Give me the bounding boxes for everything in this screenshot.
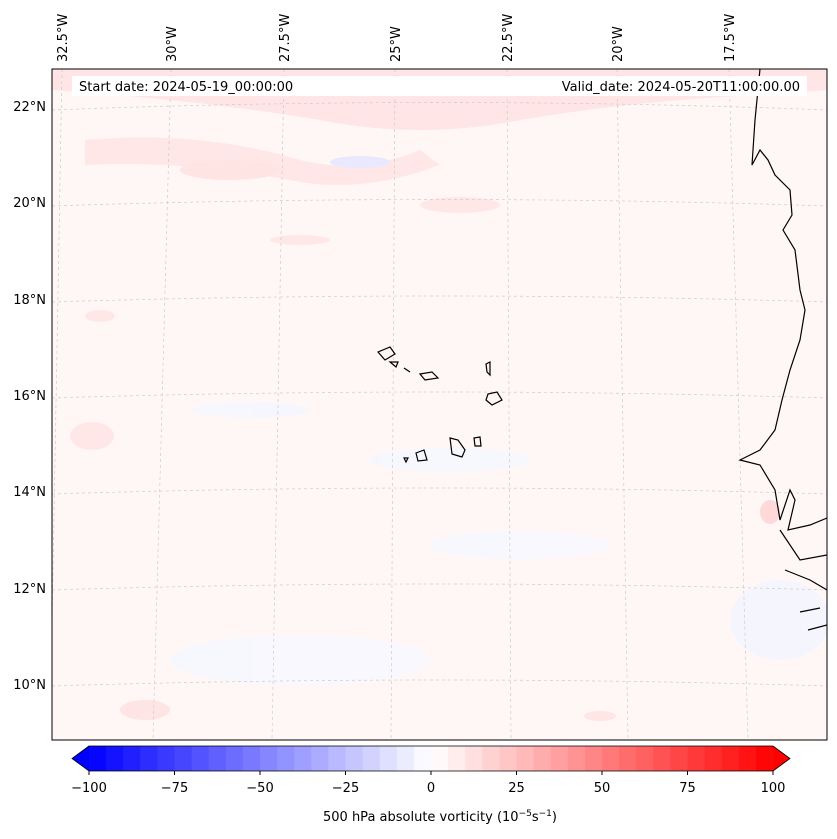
colorbar-bin <box>602 746 620 771</box>
colorbar-bin <box>687 746 706 771</box>
colorbar-bin <box>567 746 586 771</box>
lon-label: 25°W <box>389 26 404 62</box>
vorticity-field <box>52 69 827 740</box>
latitude-labels: 22°N 20°N 18°N 16°N 14°N 12°N 10°N <box>13 100 46 693</box>
lat-label: 12°N <box>13 582 46 597</box>
colorbar-bin <box>755 746 774 771</box>
lat-label: 10°N <box>13 678 46 693</box>
colorbar-bin <box>738 746 757 771</box>
colorbar-bin <box>670 746 688 771</box>
valid-date-label: Valid_date: 2024-05-20T11:00:00.00 <box>562 80 800 95</box>
lon-label: 17.5°W <box>723 14 738 62</box>
colorbar-ticks: −100 −75 −50 −25 0 25 50 75 100 <box>71 771 785 796</box>
colorbar-bin <box>636 746 654 771</box>
colorbar-bin <box>431 746 449 771</box>
colorbar-bin <box>653 746 671 771</box>
colorbar-bin <box>482 746 500 771</box>
lat-label: 16°N <box>13 389 46 404</box>
colorbar-bin <box>89 746 107 771</box>
colorbar-bin <box>311 746 329 771</box>
colorbar-bin <box>157 746 175 771</box>
colorbar-bin <box>499 746 517 771</box>
longitude-labels: 32.5°W 30°W 27.5°W 25°W 22.5°W 20°W 17.5… <box>56 14 738 62</box>
colorbar-bin <box>379 746 398 771</box>
lat-label: 14°N <box>13 485 46 500</box>
colorbar-bin <box>328 746 346 771</box>
colorbar-bin <box>123 746 141 771</box>
colorbar-bin <box>413 746 432 771</box>
colorbar-high-extend <box>773 746 790 771</box>
colorbar-tick-label: −75 <box>161 781 188 796</box>
colorbar-tick-label: −25 <box>332 781 359 796</box>
colorbar-bin <box>584 746 603 771</box>
start-date-label: Start date: 2024-05-19_00:00:00 <box>79 80 293 95</box>
colorbar-bin <box>191 746 210 771</box>
colorbar-bin <box>465 746 483 771</box>
colorbar-bin <box>345 746 364 771</box>
graticule <box>52 69 827 740</box>
lat-label: 20°N <box>13 196 46 211</box>
colorbar-bin <box>396 746 415 771</box>
colorbar-tick-label: −100 <box>71 781 107 796</box>
colorbar-low-extend <box>72 746 89 771</box>
colorbar-bin <box>225 746 244 771</box>
colorbar-bin <box>277 746 295 771</box>
lon-label: 20°W <box>611 26 626 62</box>
colorbar-label: 500 hPa absolute vorticity (10−5s−1) <box>323 809 557 825</box>
map-frame <box>51 68 828 741</box>
colorbar-tick-label: 0 <box>427 781 435 796</box>
colorbar-bin <box>516 746 535 771</box>
colorbar-bin <box>704 746 723 771</box>
colorbar-bin <box>448 746 466 771</box>
lon-label: 30°W <box>165 26 180 62</box>
colorbar-tick-label: 50 <box>594 781 611 796</box>
date-banner <box>72 76 807 96</box>
colorbar <box>72 746 790 771</box>
colorbar-bin <box>140 746 158 771</box>
colorbar-bin <box>619 746 637 771</box>
colorbar-tick-label: 25 <box>508 781 525 796</box>
colorbar-tick-label: 100 <box>761 781 786 796</box>
lat-label: 22°N <box>13 100 46 115</box>
lon-label: 32.5°W <box>56 14 71 62</box>
colorbar-tick-label: −50 <box>246 781 273 796</box>
colorbar-bin <box>260 746 278 771</box>
colorbar-bin <box>242 746 261 771</box>
map-area: Start date: 2024-05-19_00:00:00 Valid_da… <box>52 69 827 740</box>
colorbar-bin <box>550 746 569 771</box>
colorbar-bin <box>362 746 381 771</box>
colorbar-bin <box>721 746 740 771</box>
colorbar-bin <box>208 746 227 771</box>
lon-label: 22.5°W <box>501 14 516 62</box>
colorbar-bin <box>106 746 124 771</box>
colorbar-bin <box>294 746 312 771</box>
colorbar-tick-label: 75 <box>679 781 696 796</box>
lat-label: 18°N <box>13 293 46 308</box>
colorbar-bin <box>533 746 552 771</box>
lon-label: 27.5°W <box>278 14 293 62</box>
colorbar-bin <box>174 746 193 771</box>
coastline <box>376 69 827 631</box>
